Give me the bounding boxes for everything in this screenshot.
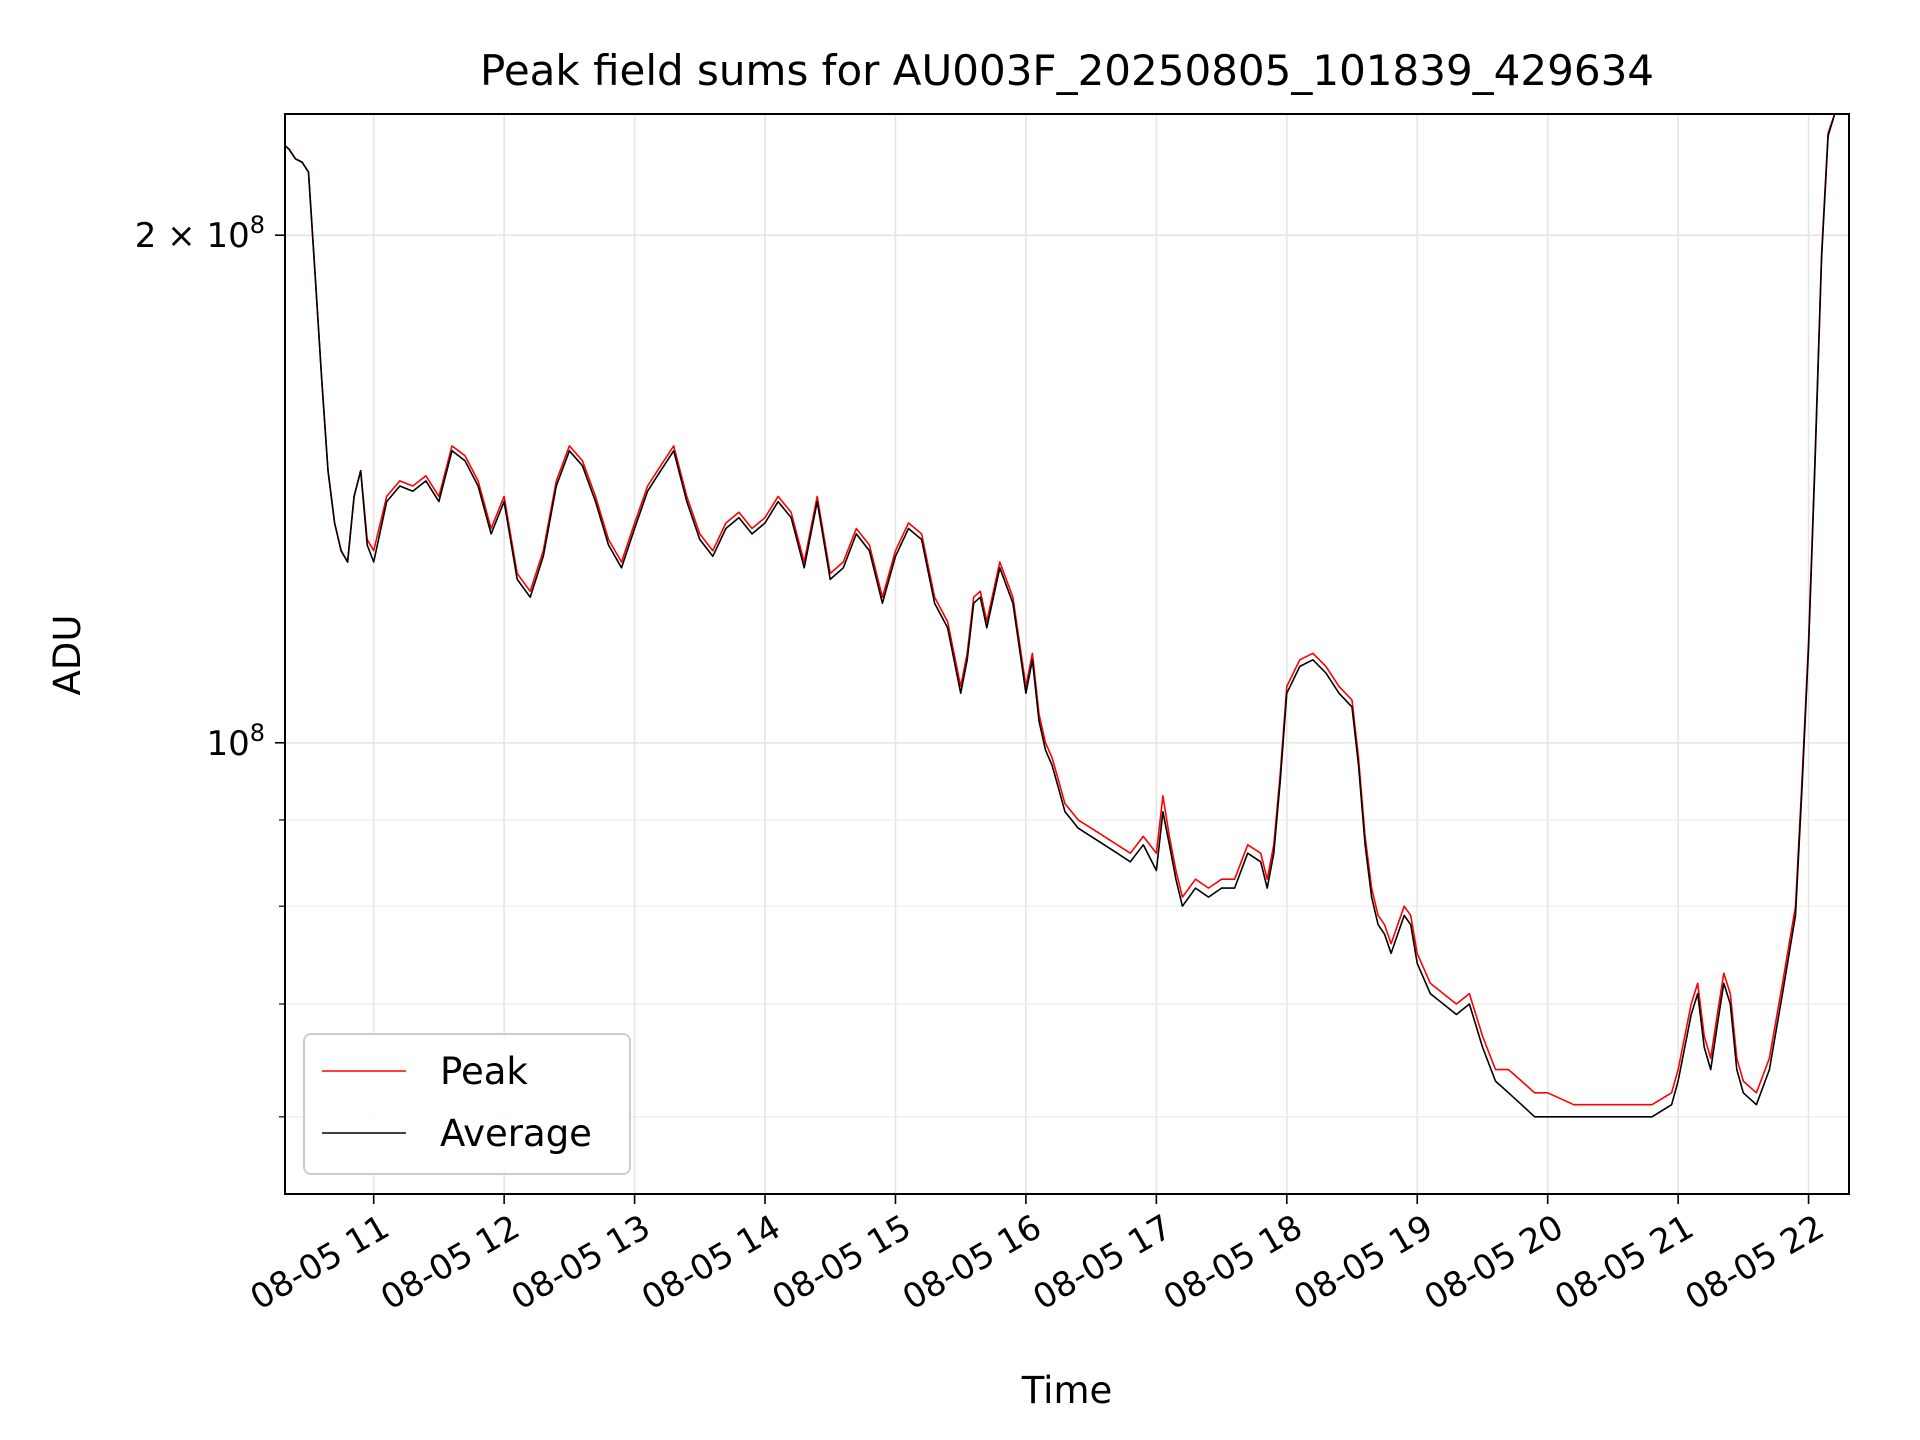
series-line-peak bbox=[285, 114, 1849, 1106]
grid bbox=[285, 114, 1849, 1194]
series-line-average bbox=[285, 114, 1849, 1118]
series-layer bbox=[285, 114, 1849, 1118]
legend-label-average: Average bbox=[440, 1112, 592, 1155]
legend-label-peak: Peak bbox=[440, 1050, 528, 1093]
chart-title: Peak field sums for AU003F_20250805_1018… bbox=[480, 46, 1654, 95]
x-axis-label: Time bbox=[1021, 1369, 1113, 1412]
plot-frame bbox=[284, 113, 1850, 1195]
legend: Peak Average bbox=[303, 1033, 631, 1175]
y-axis-label: ADU bbox=[46, 615, 89, 696]
legend-box bbox=[303, 1033, 631, 1175]
y-tick-label: 108 bbox=[206, 719, 265, 764]
y-tick-label: 2 × 108 bbox=[135, 211, 265, 256]
